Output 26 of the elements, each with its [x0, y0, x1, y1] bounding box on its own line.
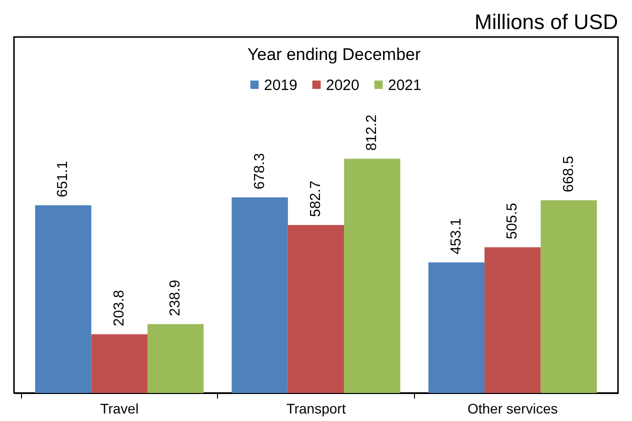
data-label: 203.8 [111, 290, 128, 326]
legend-title: Year ending December [247, 45, 421, 64]
bar [35, 205, 92, 393]
data-label: 812.2 [364, 114, 380, 151]
bar [428, 262, 485, 393]
bar [147, 324, 204, 393]
legend-label: 2021 [388, 76, 422, 94]
data-label: 582.7 [308, 180, 324, 217]
text: Millions of USD [474, 11, 618, 34]
data-label: 651.1 [55, 160, 72, 198]
x-tick-label: Transport [286, 400, 346, 416]
data-label: 238.9 [168, 280, 184, 316]
x-tick-label: Travel [100, 400, 139, 416]
x-tick-label: Other services [467, 400, 558, 416]
bar [540, 200, 597, 393]
bar [232, 197, 288, 393]
data-label: 505.5 [504, 202, 521, 240]
data-label: 453.1 [448, 218, 464, 254]
bar [288, 224, 344, 393]
data-label: 678.3 [252, 153, 268, 190]
bar [484, 247, 541, 393]
legend-label: 2020 [326, 76, 360, 94]
data-label: 668.5 [560, 156, 577, 192]
bar [91, 334, 148, 393]
legend-label: 2019 [264, 76, 298, 94]
bar [344, 158, 400, 393]
